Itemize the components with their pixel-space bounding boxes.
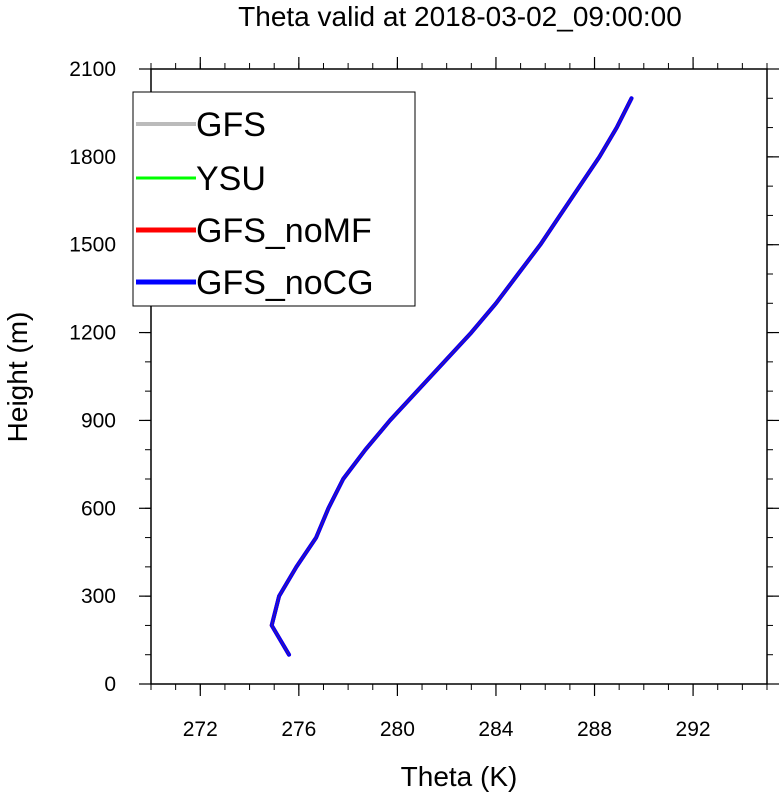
legend-label-gfs-nocg: GFS_noCG [196, 264, 374, 302]
y-axis-title: Height (m) [2, 312, 33, 443]
x-tick-label: 276 [281, 718, 316, 741]
y-tick-label: 1500 [69, 234, 116, 257]
y-tick-label: 0 [104, 673, 116, 696]
legend-label-gfs: GFS [196, 106, 266, 144]
x-tick-label: 292 [676, 718, 711, 741]
x-axis-title: Theta (K) [401, 761, 518, 792]
y-tick-label: 1200 [69, 322, 116, 345]
chart-title: Theta valid at 2018-03-02_09:00:00 [238, 1, 682, 32]
y-tick-label: 900 [81, 409, 116, 432]
legend-box [132, 91, 416, 307]
legend: GFS YSU GFS_noMF GFS_noCG [132, 91, 416, 307]
y-tick-label: 300 [81, 585, 116, 608]
y-tick-label: 1800 [69, 146, 116, 169]
x-axis-ticks: 272 276 280 284 288 292 [150, 57, 768, 741]
legend-label-ysu: YSU [196, 160, 266, 198]
x-tick-label: 288 [577, 718, 612, 741]
series-layer [269, 96, 634, 657]
x-tick-label: 284 [478, 718, 513, 741]
y-tick-label: 600 [81, 497, 116, 520]
x-tick-label: 272 [183, 718, 218, 741]
y-tick-label: 2100 [69, 58, 116, 81]
legend-label-gfs-nomf: GFS_noMF [196, 212, 372, 250]
x-tick-label: 280 [380, 718, 415, 741]
plot-frame [150, 68, 768, 685]
plot-area [150, 68, 768, 685]
profile-outline [271, 98, 632, 655]
y-axis-ticks: 0 300 600 900 1200 1500 1800 2100 [69, 58, 779, 696]
